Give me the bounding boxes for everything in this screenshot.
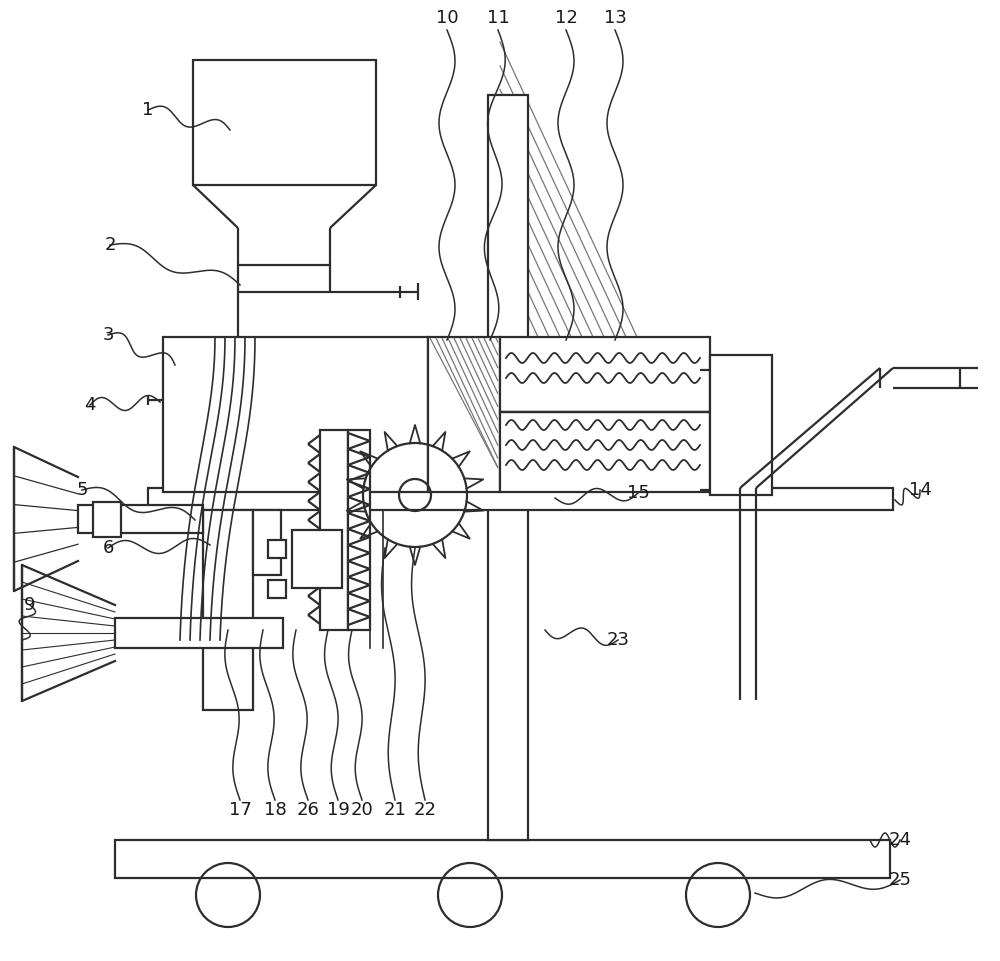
Text: 13: 13 [604,9,626,27]
Bar [253,510,281,575]
Text: 10: 10 [436,9,458,27]
Text: 26: 26 [297,801,319,819]
Bar [348,430,370,630]
Text: 18: 18 [264,801,286,819]
Text: 25: 25 [889,871,912,889]
Bar [710,355,772,495]
Bar [488,95,528,840]
Text: 22: 22 [414,801,436,819]
Text: 11: 11 [487,9,509,27]
Bar [320,430,348,630]
Text: 20: 20 [351,801,373,819]
Text: 9: 9 [24,596,36,614]
Bar [500,412,710,492]
Text: 21: 21 [384,801,406,819]
Bar [292,530,342,588]
Text: 15: 15 [627,484,649,502]
Bar [78,505,203,533]
Text: 12: 12 [555,9,577,27]
Bar [115,840,890,878]
Text: 14: 14 [909,481,931,499]
Bar [193,60,376,185]
Text: 2: 2 [104,236,116,254]
Bar [203,510,253,710]
Text: 6: 6 [102,539,114,557]
Bar [163,337,428,492]
Text: 3: 3 [102,326,114,344]
Text: 5: 5 [76,481,88,499]
Bar [148,488,893,510]
Text: 24: 24 [889,831,912,849]
Text: 23: 23 [606,631,630,649]
Text: 1: 1 [142,101,154,119]
Bar [428,337,500,492]
Bar [268,540,286,558]
Bar [115,618,283,648]
Text: 19: 19 [327,801,349,819]
Text: 17: 17 [229,801,251,819]
Bar [93,502,121,537]
Bar [500,337,710,412]
Bar [268,580,286,598]
Text: 4: 4 [84,396,96,414]
